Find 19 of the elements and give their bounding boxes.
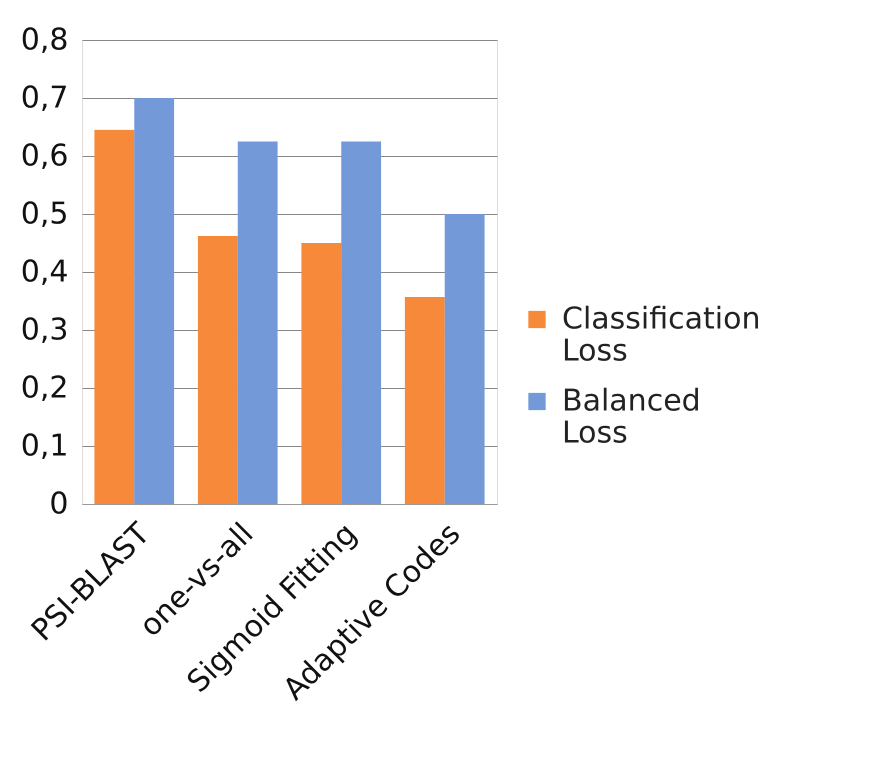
- bar: [94, 130, 134, 504]
- bar: [301, 243, 342, 504]
- bar: [198, 236, 238, 504]
- legend-label: Balanced Loss: [562, 383, 701, 450]
- bar: [404, 296, 445, 504]
- legend-label: Classification Loss: [562, 301, 761, 368]
- y-tick-label: 0,2: [20, 370, 68, 406]
- y-tick-label: 0,6: [20, 138, 68, 174]
- bar: [238, 142, 278, 504]
- y-tick-label: 0: [49, 486, 68, 522]
- y-tick-label: 0,4: [20, 254, 68, 290]
- bar: [444, 214, 485, 504]
- y-tick-label: 0,8: [20, 22, 68, 58]
- y-tick-label: 0,5: [20, 196, 68, 232]
- y-tick-label: 0,3: [20, 312, 68, 348]
- bar: [134, 98, 174, 504]
- y-tick-label: 0,1: [20, 428, 68, 464]
- y-tick-label: 0,7: [20, 80, 68, 116]
- bar: [341, 142, 382, 504]
